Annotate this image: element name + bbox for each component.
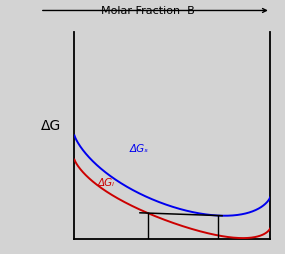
Text: ΔGₛ: ΔGₛ bbox=[129, 143, 148, 153]
Text: Molar Fraction  B: Molar Fraction B bbox=[101, 6, 195, 17]
Text: ΔG: ΔG bbox=[41, 119, 61, 133]
Text: ΔGₗ: ΔGₗ bbox=[98, 178, 115, 187]
